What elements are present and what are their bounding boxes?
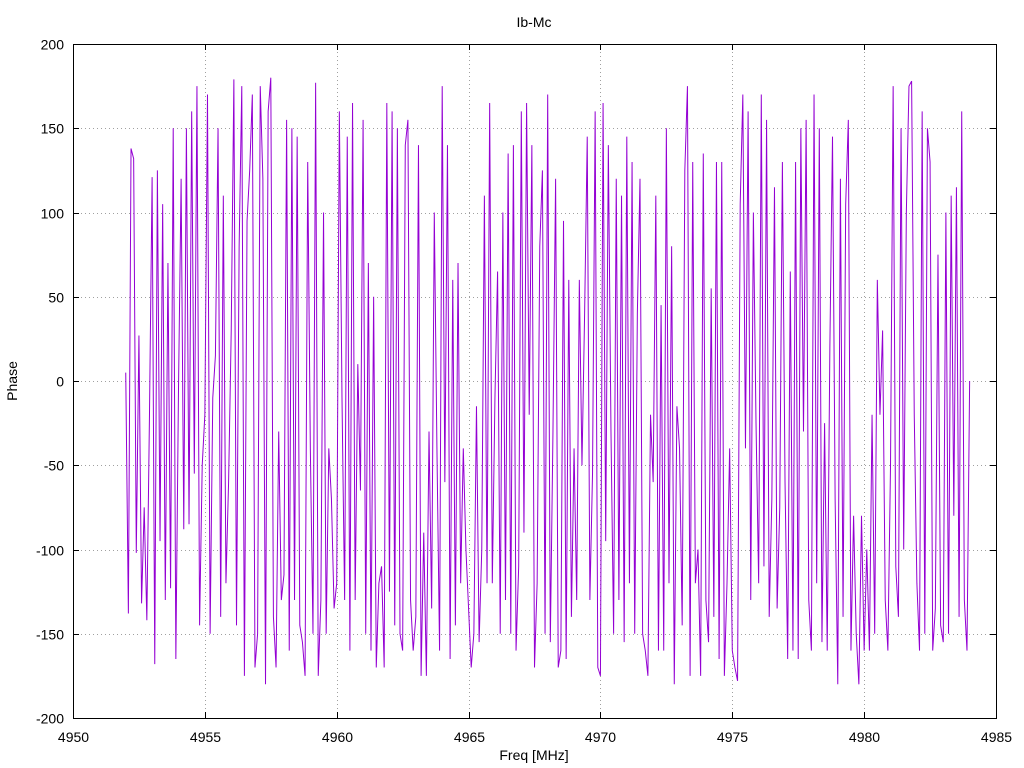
y-tick-label: -150	[36, 627, 64, 643]
plot-frame	[73, 44, 997, 719]
x-tick-label: 4965	[454, 729, 485, 745]
series-line	[125, 77, 971, 685]
x-tick-label: 4960	[322, 729, 353, 745]
x-tick-label: 4985	[981, 729, 1012, 745]
y-tick-label: 0	[56, 374, 64, 390]
y-tick-label: 50	[48, 290, 64, 306]
y-tick-label: 200	[41, 37, 65, 53]
x-tick-label: 4970	[585, 729, 616, 745]
y-axis-label: Phase	[4, 361, 20, 401]
y-tick-label: -50	[44, 458, 64, 474]
x-tick-label: 4975	[717, 729, 748, 745]
x-tick-label: 4980	[849, 729, 880, 745]
x-axis-label: Freq [MHz]	[499, 747, 568, 763]
y-tick-label: 100	[41, 206, 65, 222]
y-tick-label: -200	[36, 711, 64, 727]
plot-series	[125, 77, 971, 685]
y-tick-label: -100	[36, 543, 64, 559]
chart-title: Ib-Mc	[517, 14, 552, 30]
y-tick-label: 150	[41, 121, 65, 137]
x-tick-label: 4955	[190, 729, 221, 745]
x-tick-label: 4950	[58, 729, 89, 745]
tick-labels: 4950 4955 4960 4965 4970 4975 4980 4985 200 150 10…	[36, 37, 1012, 746]
